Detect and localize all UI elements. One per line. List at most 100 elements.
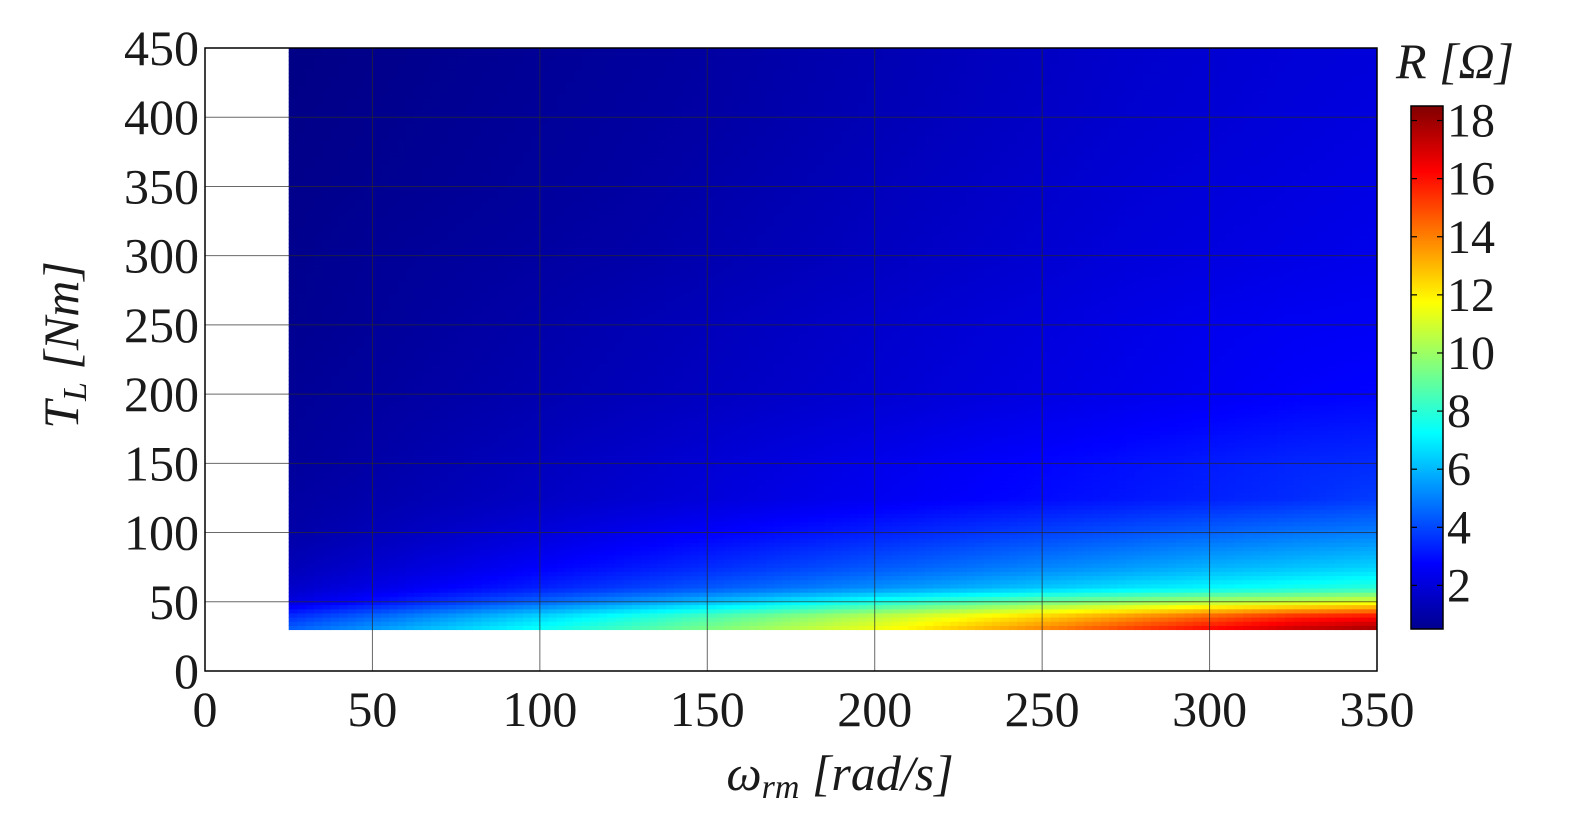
heatmap-cell: [1067, 604, 1077, 610]
heatmap-cell: [338, 563, 348, 568]
heatmap-cell: [464, 558, 474, 564]
heatmap-cell: [414, 567, 424, 572]
heatmap-cell: [791, 513, 800, 518]
heatmap-cell: [347, 579, 357, 585]
heatmap-cell: [1150, 583, 1160, 589]
heatmap-cell: [523, 612, 533, 618]
heatmap-cell: [1176, 579, 1186, 585]
heatmap-cell: [757, 546, 767, 552]
heatmap-cell: [1033, 617, 1043, 622]
heatmap-cell: [338, 575, 348, 581]
heatmap-cell: [439, 488, 449, 493]
heatmap-cell: [623, 484, 633, 489]
heatmap-cell: [431, 525, 440, 531]
heatmap-cell: [1092, 550, 1102, 556]
heatmap-cell: [1075, 475, 1085, 481]
heatmap-cell: [305, 500, 315, 506]
heatmap-cell: [581, 596, 591, 601]
heatmap-cell: [874, 492, 884, 498]
heatmap-cell: [456, 488, 466, 493]
heatmap-cell: [1150, 612, 1160, 618]
heatmap-cell: [1268, 617, 1278, 622]
heatmap-cell: [422, 604, 432, 610]
heatmap-cell: [1033, 538, 1043, 543]
heatmap-cell: [832, 525, 842, 531]
heatmap-cell: [866, 492, 876, 498]
heatmap-cell: [1184, 608, 1194, 614]
heatmap-cell: [489, 600, 499, 606]
heatmap-cell: [1125, 621, 1135, 626]
heatmap-cell: [857, 567, 867, 572]
heatmap-cell: [983, 575, 993, 581]
heatmap-cell: [531, 587, 541, 593]
heatmap-cell: [866, 538, 876, 543]
heatmap-cell: [1360, 471, 1370, 477]
heatmap-cell: [1251, 479, 1261, 485]
heatmap-cell: [1234, 517, 1244, 523]
heatmap-cell: [1234, 484, 1244, 489]
heatmap-cell: [1276, 525, 1286, 531]
heatmap-cell: [1335, 563, 1345, 568]
heatmap-cell: [958, 621, 968, 626]
heatmap-cell: [1176, 625, 1186, 631]
heatmap-cell: [1150, 596, 1160, 601]
heatmap-cell: [523, 558, 533, 564]
heatmap-cell: [966, 492, 976, 498]
heatmap-cell: [1251, 542, 1261, 547]
heatmap-cell: [715, 517, 725, 523]
heatmap-cell: [1351, 550, 1361, 556]
heatmap-cell: [1201, 484, 1211, 489]
heatmap-cell: [414, 488, 424, 493]
heatmap-cell: [1310, 600, 1319, 606]
heatmap-cell: [590, 550, 600, 556]
heatmap-cell: [481, 608, 491, 614]
heatmap-cell: [1017, 608, 1026, 614]
heatmap-cell: [297, 538, 307, 543]
heatmap-cell: [615, 587, 625, 593]
heatmap-cell: [891, 596, 901, 601]
heatmap-cell: [941, 621, 951, 626]
heatmap-cell: [514, 579, 524, 585]
heatmap-cell: [1167, 488, 1177, 493]
heatmap-cell: [690, 509, 700, 514]
heatmap-cell: [724, 542, 733, 547]
heatmap-cell: [640, 517, 650, 523]
heatmap-cell: [1058, 604, 1068, 610]
heatmap-cell: [1042, 550, 1052, 556]
heatmap-cell: [715, 625, 725, 631]
heatmap-cell: [1293, 496, 1303, 502]
heatmap-cell: [1092, 575, 1102, 581]
heatmap-cell: [732, 484, 742, 489]
heatmap-cell: [1100, 625, 1110, 631]
heatmap-cell: [481, 567, 491, 572]
heatmap-cell: [782, 475, 792, 481]
heatmap-cell: [347, 484, 357, 489]
heatmap-cell: [950, 538, 960, 543]
heatmap-cell: [305, 479, 315, 485]
heatmap-cell: [640, 563, 650, 568]
heatmap-cell: [757, 513, 767, 518]
heatmap-cell: [364, 550, 374, 556]
heatmap-cell: [732, 488, 742, 493]
heatmap-cell: [447, 471, 457, 477]
heatmap-cell: [322, 587, 332, 593]
heatmap-cell: [1301, 471, 1311, 477]
heatmap-cell: [1050, 484, 1060, 489]
heatmap-cell: [539, 533, 549, 539]
heatmap-cell: [590, 583, 600, 589]
heatmap-cell: [338, 538, 348, 543]
heatmap-cell: [1217, 500, 1227, 506]
heatmap-cell: [464, 492, 474, 498]
heatmap-cell: [782, 504, 792, 510]
heatmap-cell: [807, 496, 817, 502]
heatmap-cell: [732, 604, 742, 610]
heatmap-cell: [1084, 550, 1093, 556]
heatmap-cell: [506, 488, 516, 493]
heatmap-cell: [305, 467, 315, 473]
heatmap-cell: [749, 504, 759, 510]
heatmap-cell: [874, 571, 884, 577]
heatmap-cell: [1326, 513, 1336, 518]
heatmap-cell: [975, 583, 985, 589]
heatmap-cell: [1042, 583, 1052, 589]
heatmap-cell: [807, 567, 817, 572]
